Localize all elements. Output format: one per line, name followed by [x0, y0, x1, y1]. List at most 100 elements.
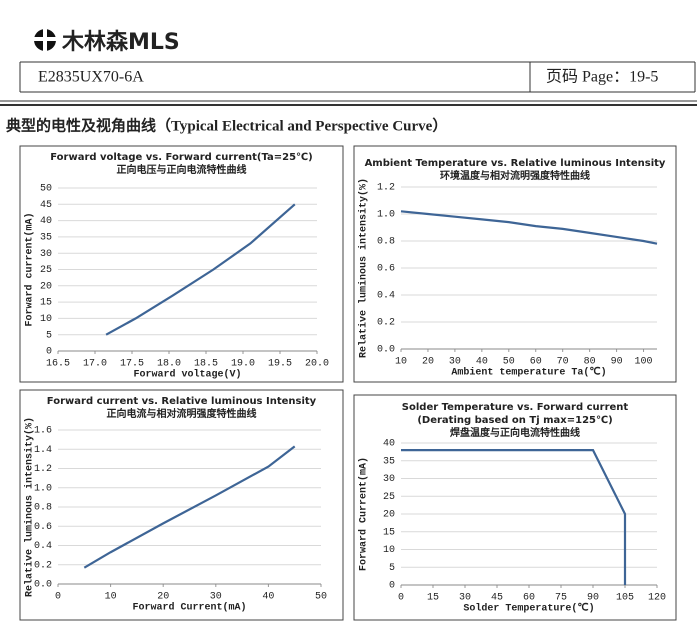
x-tick-label: 17.5 — [120, 359, 144, 370]
x-tick-label: 30 — [210, 592, 222, 603]
y-tick-label: 10 — [383, 545, 395, 556]
y-tick-label: 15 — [40, 298, 52, 309]
x-tick-label: 20.0 — [305, 359, 329, 370]
x-tick-label: 30 — [459, 593, 471, 604]
y-tick-label: 1.0 — [34, 483, 52, 494]
y-tick-label: 0.2 — [34, 560, 52, 571]
x-tick-label: 16.5 — [46, 359, 70, 370]
y-tick-label: 1.4 — [34, 445, 52, 456]
x-tick-label: 40 — [262, 592, 274, 603]
chart: Ambient Temperature vs. Relative luminou… — [353, 145, 677, 383]
x-tick-label: 20 — [422, 357, 434, 368]
chart-title: 正向电压与正向电流特性曲线 — [117, 163, 247, 176]
x-tick-label: 10 — [395, 357, 407, 368]
y-tick-label: 0.4 — [34, 541, 52, 552]
chart-frame — [19, 145, 344, 383]
x-tick-label: 70 — [557, 357, 569, 368]
x-tick-label: 19.5 — [268, 359, 292, 370]
x-tick-label: 50 — [503, 357, 515, 368]
x-tick-label: 60 — [530, 357, 542, 368]
y-tick-label: 5 — [389, 563, 395, 574]
y-tick-label: 1.2 — [34, 464, 52, 475]
data-line — [401, 449, 627, 585]
y-tick-label: 0.0 — [377, 345, 395, 356]
chart-title: Solder Temperature vs. Forward current — [402, 402, 629, 413]
x-tick-label: 120 — [648, 593, 666, 604]
y-axis-label: Forward Current(mA) — [358, 457, 370, 571]
x-tick-label: 100 — [635, 357, 653, 368]
x-tick-label: 45 — [491, 593, 503, 604]
y-tick-label: 20 — [383, 510, 395, 521]
x-tick-label: 105 — [616, 593, 634, 604]
x-tick-label: 0 — [55, 592, 61, 603]
y-tick-label: 0 — [389, 581, 395, 592]
y-tick-label: 1.6 — [34, 426, 52, 437]
y-tick-label: 10 — [40, 314, 52, 325]
y-tick-label: 0.0 — [34, 580, 52, 591]
x-tick-label: 50 — [315, 592, 327, 603]
y-tick-label: 30 — [383, 474, 395, 485]
y-tick-label: 0.8 — [377, 237, 395, 248]
chart: Solder Temperature vs. Forward current (D… — [353, 394, 677, 621]
x-tick-label: 30 — [449, 357, 461, 368]
y-tick-label: 15 — [383, 527, 395, 538]
y-tick-label: 1.2 — [377, 183, 395, 194]
x-tick-label: 18.5 — [194, 359, 218, 370]
y-tick-label: 35 — [40, 233, 52, 244]
y-tick-label: 20 — [40, 281, 52, 292]
y-tick-label: 0.4 — [377, 291, 395, 302]
y-tick-label: 0.6 — [34, 522, 52, 533]
x-axis-label: Ambient temperature Ta(℃) — [451, 367, 606, 379]
x-tick-label: 0 — [398, 593, 404, 604]
x-tick-label: 19.0 — [231, 359, 255, 370]
x-tick-label: 75 — [555, 593, 567, 604]
y-tick-label: 35 — [383, 456, 395, 467]
page-number: 页码 Page：19-5 — [546, 68, 658, 86]
y-tick-label: 45 — [40, 200, 52, 211]
y-tick-label: 25 — [383, 492, 395, 503]
y-axis-label: Relative luminous intensity(%) — [358, 178, 370, 358]
x-tick-label: 15 — [427, 593, 439, 604]
chart-title: Forward voltage vs. Forward current(Ta=2… — [50, 152, 313, 163]
y-tick-label: 0.2 — [377, 318, 395, 329]
x-tick-label: 80 — [584, 357, 596, 368]
y-tick-label: 0 — [46, 347, 52, 358]
y-tick-label: 0.8 — [34, 503, 52, 514]
x-tick-label: 10 — [105, 592, 117, 603]
data-line — [400, 210, 658, 245]
chart-title: 环境温度与相对流明强度特性曲线 — [440, 169, 590, 182]
chart-title: Forward current vs. Relative luminous In… — [47, 396, 317, 407]
y-axis-label: Relative luminous intensity(%) — [24, 417, 36, 597]
chart-title: Ambient Temperature vs. Relative luminou… — [365, 158, 666, 169]
chart-title: 焊盘温度与正向电流特性曲线 — [450, 426, 580, 439]
y-tick-label: 50 — [40, 184, 52, 195]
chart-frame — [353, 145, 677, 383]
y-tick-label: 5 — [46, 330, 52, 341]
x-tick-label: 60 — [523, 593, 535, 604]
x-tick-label: 90 — [611, 357, 623, 368]
x-tick-label: 20 — [157, 592, 169, 603]
chart: Forward current vs. Relative luminous In… — [19, 389, 344, 621]
y-tick-label: 25 — [40, 265, 52, 276]
x-tick-label: 18.0 — [157, 359, 181, 370]
section-title: 典型的电性及视角曲线（Typical Electrical and Perspe… — [6, 116, 447, 134]
chart-title: 正向电流与相对流明强度特性曲线 — [107, 407, 257, 420]
part-number: E2835UX70-6A — [38, 69, 144, 86]
chart-title: (Derating based on Tj max=125℃) — [417, 415, 612, 426]
x-axis-label: Forward voltage(V) — [133, 369, 241, 381]
y-tick-label: 0.6 — [377, 264, 395, 275]
x-tick-label: 17.0 — [83, 359, 107, 370]
y-tick-label: 40 — [383, 439, 395, 450]
y-tick-label: 40 — [40, 216, 52, 227]
y-tick-label: 30 — [40, 249, 52, 260]
x-axis-label: Forward Current(mA) — [132, 602, 246, 614]
data-line — [83, 445, 296, 569]
data-line — [105, 203, 296, 336]
logo-icon — [31, 28, 59, 52]
chart-frame — [19, 389, 344, 621]
x-tick-label: 40 — [476, 357, 488, 368]
logo-text: 木林森MLS — [61, 29, 180, 55]
y-tick-label: 1.0 — [377, 210, 395, 221]
x-axis-label: Solder Temperature(℃) — [463, 603, 594, 615]
chart: Forward voltage vs. Forward current(Ta=2… — [19, 145, 344, 383]
